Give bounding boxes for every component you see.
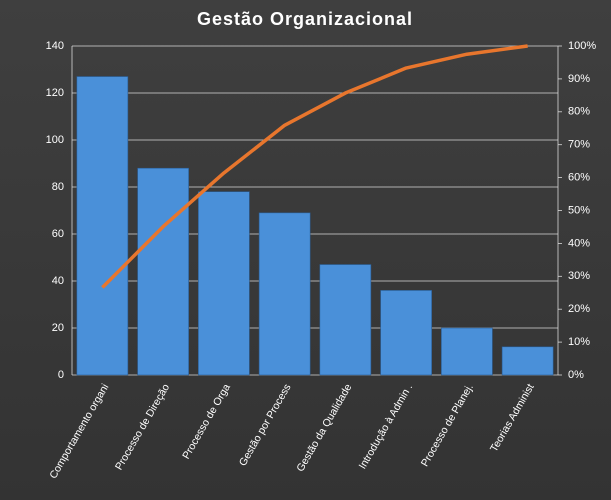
y2-tick-label: 20% [568, 303, 590, 315]
y2-tick-label: 90% [568, 73, 590, 85]
y2-tick-label: 0% [568, 369, 584, 381]
bar [198, 191, 250, 376]
y2-tick-label: 80% [568, 106, 590, 118]
bar [319, 264, 372, 376]
y2-tick-label: 70% [568, 139, 590, 151]
bar [501, 346, 554, 376]
y2-tick-label: 50% [568, 204, 590, 216]
y2-tick-label: 30% [568, 270, 590, 282]
y-tick-label: 120 [46, 87, 64, 99]
y2-tick-label: 60% [568, 172, 590, 184]
chart-title: Gestão Organizacional [197, 9, 413, 29]
y-tick-label: 60 [52, 228, 64, 240]
y2-tick-label: 40% [568, 237, 590, 249]
bar [258, 212, 311, 376]
y-tick-label: 140 [46, 40, 64, 52]
cumulative-line [101, 44, 528, 289]
y-tick-label: 0 [58, 369, 64, 381]
bar [76, 76, 129, 376]
y2-tick-label: 10% [568, 336, 590, 348]
y-tick-label: 40 [52, 275, 64, 287]
bar [137, 167, 189, 376]
y2-tick-label: 100% [568, 40, 596, 52]
bar [441, 327, 493, 376]
bar [380, 290, 432, 376]
y-tick-label: 80 [52, 181, 64, 193]
y-tick-label: 20 [52, 322, 64, 334]
y-tick-label: 100 [46, 134, 64, 146]
